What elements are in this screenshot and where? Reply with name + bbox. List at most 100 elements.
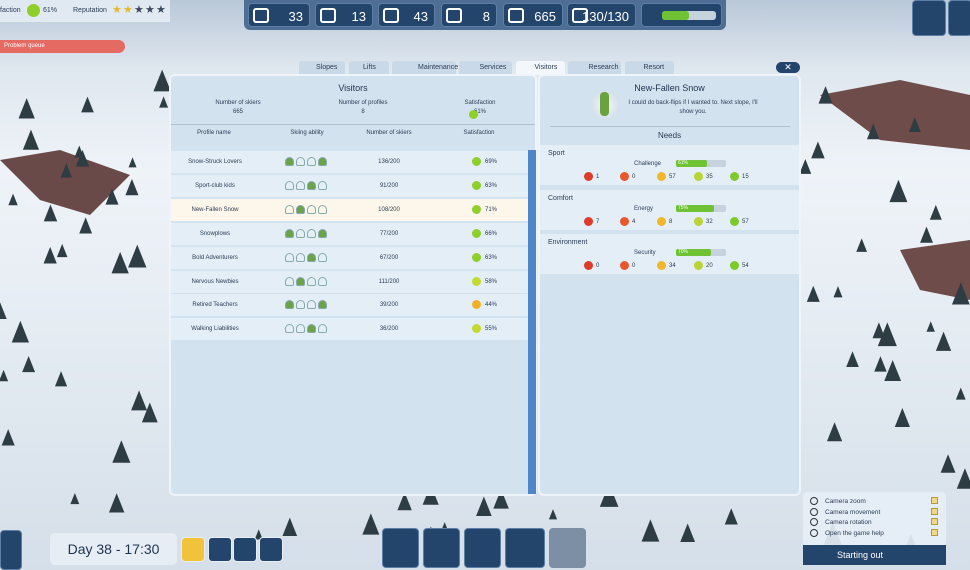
help-icon bbox=[810, 528, 818, 537]
growth[interactable] bbox=[641, 3, 722, 27]
tab[interactable]: Research bbox=[568, 61, 621, 75]
speed-button[interactable] bbox=[259, 537, 283, 562]
button[interactable] bbox=[912, 0, 946, 36]
tab[interactable]: Services bbox=[459, 61, 512, 75]
tree bbox=[362, 513, 380, 535]
tree bbox=[951, 282, 970, 305]
resource[interactable]: 13 bbox=[315, 3, 373, 27]
resource-icon bbox=[446, 8, 462, 23]
ability-icon bbox=[296, 300, 305, 310]
build-button[interactable] bbox=[464, 528, 501, 568]
problem-queue[interactable]: Problem queue bbox=[0, 40, 125, 53]
resource[interactable]: 8 bbox=[441, 3, 497, 27]
tree bbox=[955, 387, 966, 400]
speed-button[interactable] bbox=[233, 537, 257, 562]
ability-icon bbox=[318, 276, 327, 286]
need-smiley bbox=[694, 216, 703, 226]
hud-strip bbox=[0, 0, 170, 22]
skier-count: 77/200 bbox=[379, 230, 399, 237]
ability-icon bbox=[285, 228, 294, 238]
tree bbox=[74, 145, 85, 158]
column-header: Satisfaction bbox=[463, 130, 495, 136]
growth-bar bbox=[662, 11, 716, 20]
need-stat: Energy bbox=[634, 205, 654, 212]
need-count: 8 bbox=[669, 218, 673, 225]
help-title[interactable]: Starting out bbox=[803, 545, 946, 565]
layers-button[interactable] bbox=[0, 530, 22, 570]
tab[interactable]: Maintenance bbox=[392, 61, 458, 75]
need-count: 0 bbox=[632, 263, 636, 269]
tree bbox=[818, 86, 833, 104]
smiley bbox=[27, 4, 40, 17]
tree bbox=[159, 96, 169, 108]
stat-label: Number of skiers bbox=[215, 100, 261, 106]
table-row[interactable]: Sport-club kids 91/200 63% bbox=[171, 174, 528, 197]
tree bbox=[153, 69, 171, 92]
profile-name: Nervous Newbies bbox=[191, 278, 239, 285]
tab[interactable]: Resort bbox=[625, 61, 674, 75]
need-smiley bbox=[730, 216, 739, 226]
table-row[interactable]: Bold Adventurers 67/200 63% bbox=[171, 246, 528, 269]
sat-icon bbox=[472, 228, 481, 238]
tree bbox=[935, 331, 952, 351]
build-button[interactable] bbox=[382, 528, 419, 568]
sat-icon bbox=[472, 252, 481, 262]
need-smiley bbox=[584, 172, 593, 181]
tab[interactable]: Visitors bbox=[516, 61, 565, 75]
build-button[interactable] bbox=[549, 528, 586, 568]
skier-count: 39/200 bbox=[379, 302, 399, 309]
tree bbox=[680, 523, 696, 542]
tree bbox=[60, 163, 73, 178]
tree bbox=[11, 320, 30, 343]
help-panel: Camera zoom Camera movement Camera rotatio… bbox=[803, 492, 946, 546]
need-count: 35 bbox=[706, 174, 713, 180]
tree bbox=[548, 509, 558, 520]
close[interactable]: ✕ bbox=[776, 62, 800, 73]
ability-icon bbox=[307, 300, 316, 310]
resource[interactable]: 43 bbox=[378, 3, 435, 27]
speed-button[interactable] bbox=[181, 537, 205, 562]
ability-icon bbox=[307, 252, 316, 262]
tree bbox=[826, 422, 843, 442]
ability-icon bbox=[318, 204, 327, 214]
build-button[interactable] bbox=[505, 528, 545, 568]
resource-icon bbox=[253, 8, 269, 23]
need-smiley bbox=[694, 261, 703, 270]
tree bbox=[131, 390, 148, 411]
needs-title: Needs bbox=[657, 131, 682, 140]
need-count: 57 bbox=[742, 218, 749, 225]
table-row[interactable]: Nervous Newbies 111/200 58% bbox=[171, 270, 528, 293]
sat-icon bbox=[472, 157, 481, 166]
profile-name: Retired Teachers bbox=[192, 302, 238, 309]
profile-name: Snowplows bbox=[199, 230, 231, 237]
ability-icon bbox=[285, 276, 294, 286]
ability-icon bbox=[296, 157, 305, 166]
resource[interactable]: 130/130 bbox=[567, 3, 636, 27]
resource-value: 130/130 bbox=[582, 9, 629, 24]
button[interactable] bbox=[948, 0, 970, 36]
tab[interactable]: Slopes bbox=[299, 61, 345, 75]
build-button[interactable] bbox=[423, 528, 460, 568]
resource[interactable]: 665 bbox=[503, 3, 563, 27]
need-count: 54 bbox=[742, 263, 749, 269]
need-name: Comfort bbox=[548, 194, 573, 202]
resource[interactable]: 33 bbox=[248, 3, 310, 27]
tree bbox=[75, 149, 90, 167]
table-row[interactable]: Snow-Struck Lovers 136/200 69% bbox=[171, 151, 528, 173]
tree bbox=[397, 492, 412, 511]
table-row[interactable]: New-Fallen Snow 108/200 71% bbox=[171, 198, 528, 221]
need-smiley bbox=[657, 261, 666, 270]
checkbox bbox=[931, 497, 938, 504]
stat-value: 61% bbox=[473, 109, 486, 115]
speed-button[interactable] bbox=[208, 537, 232, 562]
scrollbar[interactable] bbox=[528, 150, 536, 494]
skier-count: 36/200 bbox=[379, 326, 399, 333]
tab[interactable]: Lifts bbox=[349, 61, 389, 75]
satisfaction: 69% bbox=[485, 159, 498, 165]
table-row[interactable]: Retired Teachers 39/200 44% bbox=[171, 294, 528, 317]
column-header: Number of skiers bbox=[366, 130, 412, 136]
table-row[interactable]: Snowplows 77/200 66% bbox=[171, 222, 528, 245]
table-row[interactable]: Walking Liabilities 36/200 55% bbox=[171, 318, 528, 341]
sat-icon bbox=[472, 180, 481, 190]
tree bbox=[18, 98, 35, 119]
